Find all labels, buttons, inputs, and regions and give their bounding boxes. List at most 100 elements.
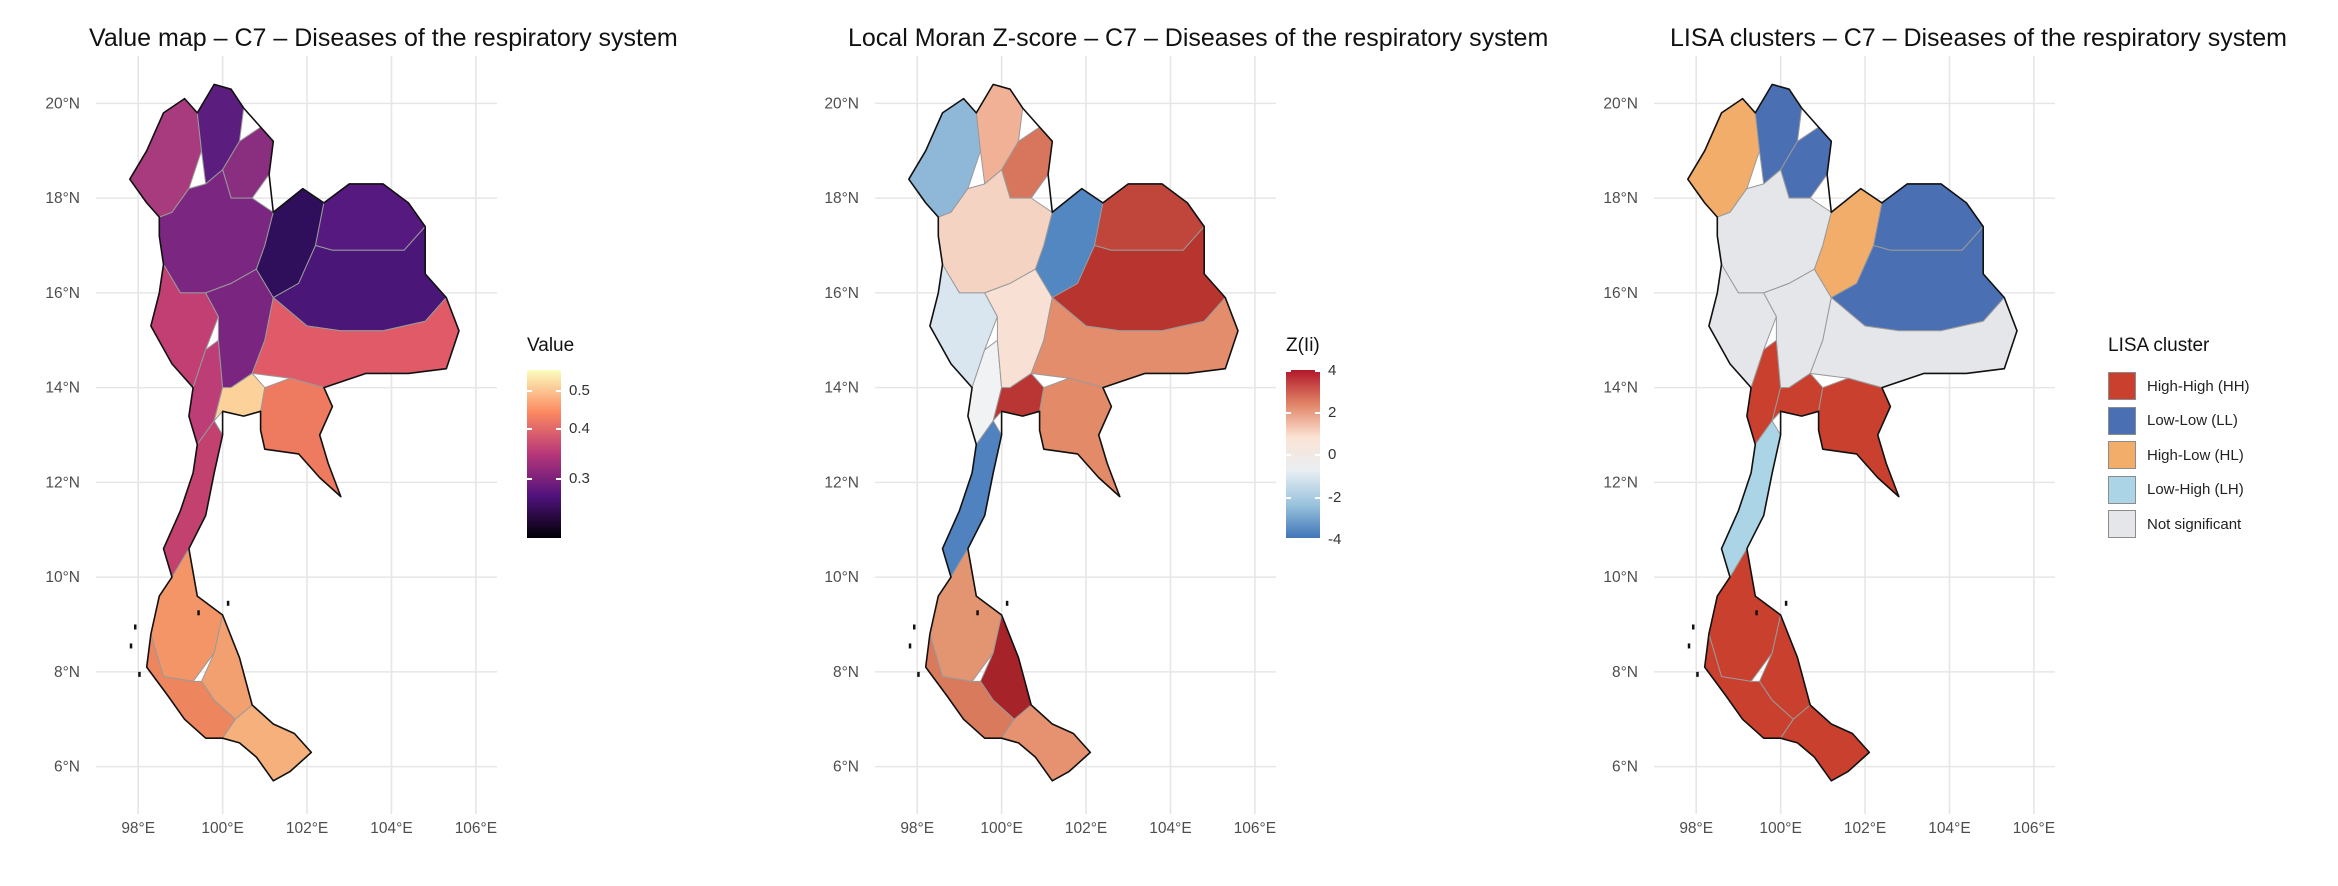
- colorbar-tick: [1315, 370, 1320, 372]
- map-canvas: 98°E 100°E 102°E 104°E 106°E 20°N 18°N 16°N 14°N…: [1603, 56, 2055, 837]
- panel-title: LISA clusters – C7 – Diseases of the res…: [1670, 24, 2287, 52]
- colorbar-tick: [1315, 454, 1320, 456]
- region-ne-n: [1093, 183, 1205, 251]
- colorbar-tick: [556, 478, 561, 480]
- y-tick-label: 20°N: [45, 95, 80, 112]
- y-tick-label: 6°N: [54, 759, 80, 776]
- colorbar-label: 2: [1328, 404, 1337, 421]
- panel-title: Value map – C7 – Diseases of the respira…: [89, 24, 678, 52]
- country-outline: [1687, 83, 2018, 782]
- island-mark: [1005, 600, 1009, 606]
- colorbar-tick: [1315, 412, 1320, 414]
- legend-swatch: [2108, 406, 2136, 435]
- x-tick-label: 100°E: [1759, 820, 1801, 837]
- map-canvas: 98°E 100°E 102°E 104°E 106°E 20°N 18°N 16°N 14°N…: [45, 56, 497, 837]
- y-tick-label: 16°N: [824, 285, 859, 302]
- x-tick-label: 102°E: [286, 820, 328, 837]
- panel-lisa-clusters: LISA clusters – C7 – Diseases of the res…: [1558, 0, 2337, 886]
- province-layer: [1687, 83, 2018, 782]
- colorbar-tick: [527, 478, 532, 480]
- y-tick-label: 12°N: [45, 474, 80, 491]
- region-isthmus: [941, 419, 1003, 579]
- y-tick-label: 8°N: [54, 664, 80, 681]
- island-mark: [976, 610, 979, 616]
- y-tick-label: 20°N: [1603, 95, 1638, 112]
- x-tick-label: 98°E: [121, 820, 155, 837]
- map-canvas: 98°E 100°E 102°E 104°E 106°E 20°N 18°N 16°N 14°N…: [824, 56, 1276, 837]
- province-layer: [129, 83, 460, 782]
- colorbar: [527, 370, 561, 538]
- panel-title: Local Moran Z-score – C7 – Diseases of t…: [848, 24, 1549, 52]
- x-tick-label: 106°E: [1234, 820, 1276, 837]
- island-mark: [226, 600, 230, 606]
- island-mark: [138, 671, 141, 677]
- colorbar-label: 0.4: [569, 420, 590, 437]
- colorbar-label: 4: [1328, 362, 1337, 379]
- region-east: [260, 377, 342, 497]
- colorbar-label: -4: [1328, 531, 1342, 548]
- y-tick-label: 16°N: [1603, 285, 1638, 302]
- x-tick-label: 100°E: [980, 820, 1022, 837]
- legend-key: Low-High (LH): [2108, 473, 2250, 508]
- legend-key-label: Low-Low (LL): [2147, 412, 2238, 430]
- region-ne-n: [1872, 183, 1984, 251]
- y-tick-label: 14°N: [824, 380, 859, 397]
- x-tick-label: 104°E: [1149, 820, 1191, 837]
- x-tick-label: 102°E: [1844, 820, 1886, 837]
- colorbar-tick: [1286, 370, 1291, 372]
- legend-lisa: LISA cluster High-High (HH) Low-Low (LL) H…: [2108, 335, 2250, 542]
- island-mark: [1784, 600, 1788, 606]
- legend-key: High-High (HH): [2108, 369, 2250, 404]
- colorbar-tick: [1315, 497, 1320, 499]
- colorbar-tick: [1315, 539, 1320, 541]
- legend-title: LISA cluster: [2108, 335, 2210, 356]
- colorbar-tick: [1286, 539, 1291, 541]
- x-tick-label: 102°E: [1065, 820, 1107, 837]
- y-tick-label: 8°N: [1612, 664, 1638, 681]
- x-tick-label: 106°E: [455, 820, 497, 837]
- x-tick-label: 104°E: [370, 820, 412, 837]
- colorbar-tick: [1286, 497, 1291, 499]
- island-mark: [1755, 610, 1758, 616]
- y-tick-label: 18°N: [1603, 190, 1638, 207]
- region-isthmus: [162, 419, 224, 579]
- legend-key: Low-Low (LL): [2108, 404, 2250, 439]
- y-tick-label: 8°N: [833, 664, 859, 681]
- y-tick-label: 12°N: [824, 474, 859, 491]
- colorbar-tick: [1286, 454, 1291, 456]
- y-tick-label: 20°N: [824, 95, 859, 112]
- legend-key: Not significant: [2108, 507, 2250, 542]
- island-mark: [1687, 643, 1691, 649]
- y-tick-label: 10°N: [824, 569, 859, 586]
- island-mark: [908, 643, 912, 649]
- x-tick-label: 104°E: [1928, 820, 1970, 837]
- legend-title: Z(Ii): [1286, 335, 1320, 356]
- legend-swatch: [2108, 372, 2136, 401]
- colorbar-tick: [556, 390, 561, 392]
- x-tick-label: 98°E: [900, 820, 934, 837]
- y-tick-label: 16°N: [45, 285, 80, 302]
- panel-moran-zscore: Local Moran Z-score – C7 – Diseases of t…: [779, 0, 1558, 886]
- colorbar-tick: [556, 428, 561, 430]
- island-mark: [1696, 671, 1699, 677]
- island-mark: [133, 624, 137, 630]
- island-mark: [197, 610, 200, 616]
- x-tick-label: 106°E: [2013, 820, 2055, 837]
- island-mark: [917, 671, 920, 677]
- y-tick-label: 6°N: [833, 759, 859, 776]
- legend-title: Value: [527, 335, 575, 356]
- y-tick-label: 12°N: [1603, 474, 1638, 491]
- legend-key-label: Low-High (LH): [2147, 481, 2244, 499]
- colorbar-tick: [527, 428, 532, 430]
- legend-swatch: [2108, 475, 2136, 504]
- island-mark: [1691, 624, 1695, 630]
- legend-key: High-Low (HL): [2108, 438, 2250, 473]
- legend-swatch: [2108, 441, 2136, 470]
- country-outline: [908, 83, 1239, 782]
- colorbar-label: 0.5: [569, 382, 590, 399]
- y-tick-label: 10°N: [45, 569, 80, 586]
- island-mark: [912, 624, 916, 630]
- y-tick-label: 14°N: [45, 380, 80, 397]
- colorbar-tick: [527, 390, 532, 392]
- colorbar-label: 0: [1328, 446, 1337, 463]
